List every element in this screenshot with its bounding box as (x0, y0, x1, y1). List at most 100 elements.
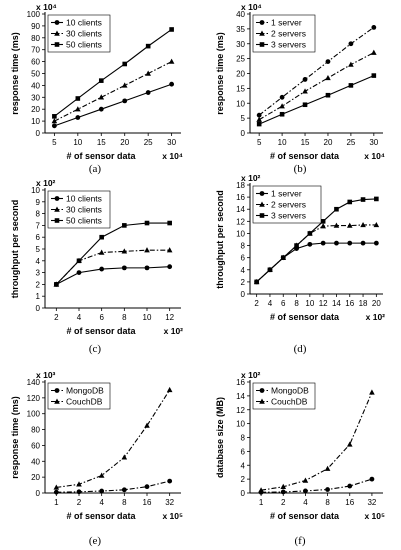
marker-c1-s0-p2 (302, 77, 308, 82)
y-multiplier-label: x 10² (36, 178, 56, 188)
marker-c2-s2-p0 (54, 282, 59, 287)
y-multiplier-label: x 10³ (36, 370, 56, 380)
marker-c1-s2-p1 (279, 111, 285, 117)
x-tick-label: 16 (345, 498, 354, 507)
y-tick-label: 2 (241, 278, 246, 287)
y-tick-label: 120 (27, 394, 41, 403)
marker-c5-s1-plegend (259, 398, 265, 404)
x-tick-label: 20 (324, 138, 333, 147)
marker-c3-s0-p8 (360, 240, 366, 246)
marker-c1-s1-p3 (325, 74, 331, 81)
marker-c3-s1-p7 (346, 222, 353, 228)
y-tick-label: 6 (241, 447, 246, 456)
marker-c4-s1-p4 (144, 422, 150, 428)
marker-c2-s2-p3 (122, 223, 127, 228)
y-tick-label: 10 (31, 186, 40, 195)
y-tick-label: 5 (36, 245, 41, 254)
y-axis-label: response time (ms) (215, 32, 225, 115)
y-multiplier-label: x 10² (241, 370, 261, 380)
marker-c1-s2-p4 (348, 83, 354, 88)
marker-c3-s2-p8 (360, 197, 366, 202)
marker-c5-s1-p1 (280, 483, 287, 489)
marker-c4-s0-p3 (121, 487, 127, 493)
marker-c3-s2-p4 (307, 231, 313, 236)
legend-entry: MongoDB (271, 386, 309, 396)
marker-c2-s2-p2 (99, 234, 104, 240)
series-line-1 (54, 61, 172, 122)
marker-c2-s0-p3 (121, 265, 127, 271)
y-tick-label: 16 (236, 193, 245, 202)
marker-c4-s1-p2 (98, 472, 105, 478)
marker-c1-s0-p1 (279, 94, 285, 100)
x-multiplier-label: x 10² (366, 312, 386, 322)
panel-caption: (b) (294, 163, 307, 175)
x-tick-label: 6 (281, 299, 286, 308)
x-tick-label: 16 (143, 498, 152, 507)
legend-entry: 3 servers (271, 211, 306, 221)
legend-entry: 1 server (271, 18, 302, 28)
marker-c3-s2-p1 (267, 267, 273, 273)
y-tick-label: 25 (236, 55, 245, 64)
y-multiplier-label: x 10² (241, 173, 261, 183)
marker-c5-s1-p3 (324, 465, 331, 471)
marker-c4-s1-p5 (166, 386, 173, 393)
marker-c2-s1-p3 (121, 248, 128, 254)
y-axis-label: response time (ms) (10, 32, 20, 115)
y-tick-label: 40 (236, 10, 245, 19)
x-tick-label: 12 (319, 299, 328, 308)
y-tick-label: 60 (31, 441, 40, 450)
marker-c5-s0-p3 (325, 487, 330, 492)
y-tick-label: 3 (36, 269, 41, 278)
marker-c0-s2-p2 (98, 78, 104, 83)
x-tick-label: 10 (143, 313, 152, 322)
marker-c3-s1-plegend (259, 201, 265, 207)
marker-c5-s0-p1 (280, 489, 286, 495)
marker-c2-s2-p4 (144, 220, 150, 226)
marker-c1-s1-p0 (256, 116, 262, 122)
marker-c5-s1-p4 (346, 441, 353, 447)
x-tick-label: 8 (122, 498, 127, 507)
series-line-1 (256, 224, 377, 283)
marker-c0-s1-p3 (121, 82, 128, 88)
y-tick-label: 5 (241, 114, 246, 123)
marker-c0-s2-plegend (54, 42, 60, 47)
x-tick-label: 32 (165, 498, 174, 507)
series-line-2 (55, 222, 170, 285)
x-tick-label: 4 (268, 299, 273, 308)
x-tick-label: 30 (167, 138, 176, 147)
y-tick-label: 30 (31, 93, 40, 102)
marker-c1-s0-p5 (371, 24, 377, 30)
marker-c3-s1-p8 (360, 221, 366, 228)
marker-c0-s2-p1 (75, 96, 81, 101)
series-line-0 (258, 26, 375, 116)
x-tick-label: 25 (346, 138, 355, 147)
marker-c3-s2-p9 (374, 196, 379, 202)
marker-c0-s1-p0 (51, 118, 58, 124)
y-tick-label: 100 (27, 10, 41, 19)
marker-c5-s0-p4 (347, 483, 353, 489)
marker-c0-s0-p2 (98, 106, 104, 112)
panel-caption: (a) (89, 163, 102, 175)
y-tick-label: 35 (236, 25, 245, 34)
marker-c5-s0-plegend (259, 388, 265, 393)
marker-c1-s0-plegend (259, 20, 265, 25)
y-tick-label: 4 (241, 266, 246, 275)
x-tick-label: 20 (372, 299, 381, 308)
series-line-1 (258, 52, 375, 121)
marker-c1-s0-p0 (256, 112, 262, 118)
marker-c0-s1-p5 (168, 58, 175, 64)
x-tick-label: 2 (281, 498, 286, 507)
x-multiplier-label: x 10⁵ (364, 511, 385, 521)
y-tick-label: 20 (236, 70, 245, 79)
marker-c0-s0-p0 (51, 123, 57, 129)
y-tick-label: 10 (236, 229, 245, 238)
y-tick-label: 10 (31, 117, 40, 126)
y-axis-label: throughput per second (215, 190, 225, 289)
chart-1: 0 5 10 15 20 25 30 35 40 5 10 15 20 25 30 response time… (215, 2, 385, 175)
panel-caption: (d) (294, 343, 307, 355)
y-tick-label: 90 (31, 22, 40, 31)
